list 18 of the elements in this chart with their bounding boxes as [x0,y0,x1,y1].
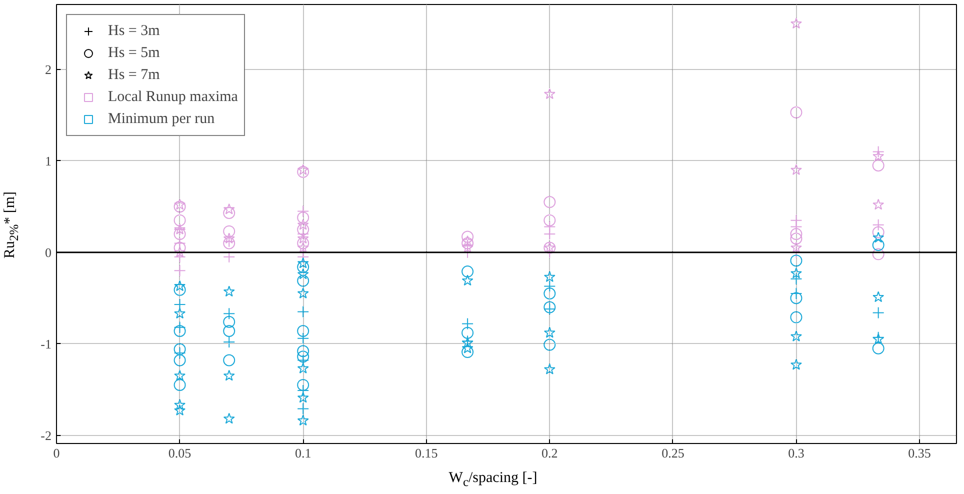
legend-label: Hs = 5m [108,44,160,62]
x-tick-label: 0.1 [294,446,312,460]
y-tick-label: 0 [45,244,52,260]
x-axis-title: W$_{c}$/spacing [-] [448,469,538,491]
y-tick-label: -2 [40,428,52,443]
x-tick-label: 0.35 [908,446,931,460]
legend-label: Hs = 3m [108,22,160,40]
y-tick-label: 2 [45,62,52,77]
x-tick-label: 0.3 [788,446,804,460]
legend-label: Local Runup maxima [108,88,238,106]
y-tick-label: -1 [40,336,52,352]
legend-label: Minimum per run [108,110,215,128]
x-tick-label: 0.15 [414,446,438,460]
x-tick-label: 0.2 [542,446,558,460]
x-tick-label: 0.25 [662,446,684,460]
x-tick-label: 0.05 [168,446,192,460]
y-tick-label: 1 [45,153,52,168]
legend-label: Hs = 7m [108,66,160,84]
